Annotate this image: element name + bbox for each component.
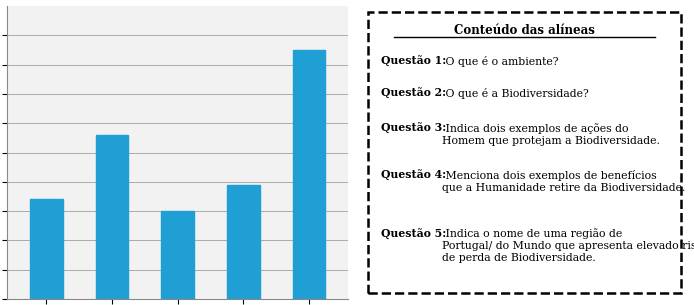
- FancyBboxPatch shape: [369, 12, 681, 293]
- Text: Questão 2:: Questão 2:: [381, 88, 446, 99]
- Text: Questão 5:: Questão 5:: [381, 229, 446, 240]
- Bar: [293, 50, 325, 299]
- Text: Questão 3:: Questão 3:: [381, 123, 446, 134]
- Text: Indica o nome de uma região de
Portugal/ do Mundo que apresenta elevado risco
de: Indica o nome de uma região de Portugal/…: [443, 229, 694, 263]
- Bar: [30, 199, 62, 299]
- Text: Indica dois exemplos de ações do
Homem que protejam a Biodiversidade.: Indica dois exemplos de ações do Homem q…: [443, 123, 660, 146]
- Text: Questão 4:: Questão 4:: [381, 170, 446, 181]
- Text: Menciona dois exemplos de benefícios
que a Humanidade retire da Biodiversidade.: Menciona dois exemplos de benefícios que…: [443, 170, 686, 193]
- Text: O que é o ambiente?: O que é o ambiente?: [443, 56, 559, 67]
- Bar: [96, 135, 128, 299]
- Bar: [227, 185, 260, 299]
- Text: Conteúdo das alíneas: Conteúdo das alíneas: [454, 24, 595, 37]
- Bar: [161, 211, 194, 299]
- Text: Questão 1:: Questão 1:: [381, 56, 446, 67]
- Text: O que é a Biodiversidade?: O que é a Biodiversidade?: [443, 88, 589, 99]
